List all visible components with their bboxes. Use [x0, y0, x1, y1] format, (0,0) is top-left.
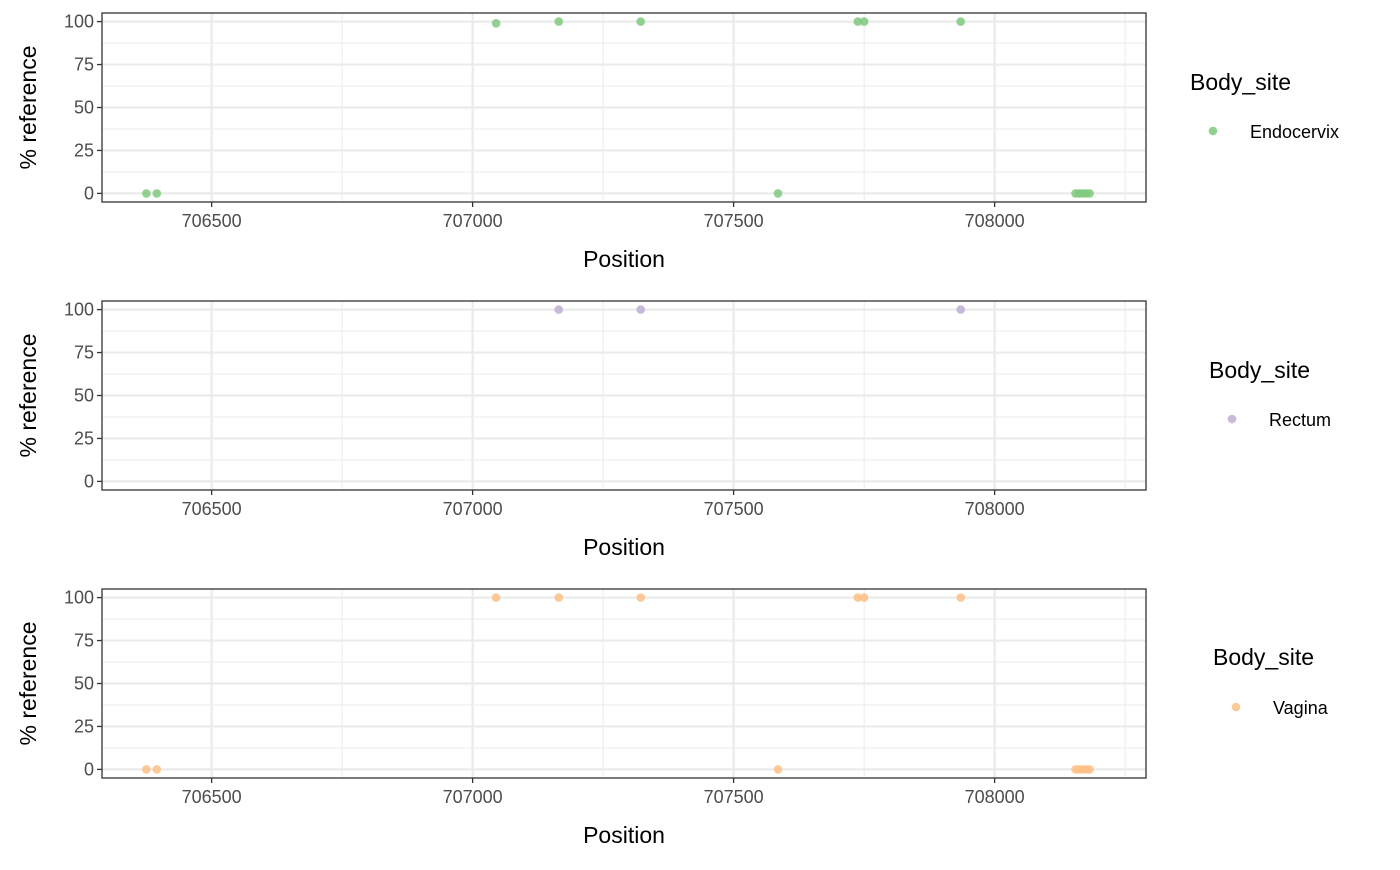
x-tick-label: 706500: [182, 787, 242, 807]
x-axis-title: Position: [583, 822, 665, 848]
panel-1: 706500 707000 707500 708000 0 25 50 75 100 Positi…: [15, 12, 1339, 272]
x-tick-label: 706500: [182, 211, 242, 231]
y-axis-title: % reference: [15, 333, 41, 457]
data-point-endocervix: [636, 17, 646, 26]
y-tick-label: 50: [74, 674, 94, 694]
x-tick-label: 708000: [965, 211, 1025, 231]
x-tick-label: 707000: [443, 787, 503, 807]
data-point-endocervix: [491, 19, 501, 28]
x-tick-label: 708000: [965, 787, 1025, 807]
data-point-vagina: [636, 593, 646, 602]
y-tick-label: 75: [74, 55, 94, 75]
data-point-vagina: [859, 593, 869, 602]
y-tick-label: 25: [74, 428, 94, 448]
y-tick-label: 0: [84, 759, 94, 779]
data-point-vagina: [554, 593, 564, 602]
x-tick-label: 707500: [704, 211, 764, 231]
x-tick-label: 707000: [443, 499, 503, 519]
x-tick-label: 707500: [704, 787, 764, 807]
data-point-endocervix: [773, 189, 783, 198]
data-point-vagina: [956, 593, 965, 602]
x-tick-label: 707000: [443, 211, 503, 231]
y-tick-label: 75: [74, 631, 94, 651]
legend-key-vagina: [1231, 702, 1241, 712]
data-point-rectum: [554, 305, 564, 314]
y-tick-label: 0: [84, 183, 94, 203]
legend-key-endocervix: [1208, 126, 1218, 136]
data-point-endocervix: [152, 189, 162, 198]
data-point-vagina: [773, 765, 783, 774]
x-axis-title: Position: [583, 534, 665, 560]
data-point-vagina: [1085, 765, 1094, 774]
x-axis-title: Position: [583, 246, 665, 272]
data-point-endocervix: [1085, 189, 1094, 198]
y-tick-label: 50: [74, 386, 94, 406]
data-point-vagina: [152, 765, 162, 774]
legend-label-rectum: Rectum: [1269, 410, 1331, 430]
legend-title: Body_site: [1213, 644, 1314, 670]
data-point-vagina: [853, 593, 863, 602]
y-tick-label: 100: [64, 12, 94, 32]
data-point-endocervix: [554, 17, 564, 26]
panel-3: 706500 707000 707500 708000 0 25 50 75 100 Positi…: [15, 588, 1329, 848]
y-tick-label: 25: [74, 716, 94, 736]
data-point-endocervix: [853, 17, 863, 26]
data-point-endocervix: [859, 17, 869, 26]
legend-title: Body_site: [1209, 357, 1310, 383]
y-tick-label: 50: [74, 98, 94, 118]
legend-key-rectum: [1227, 414, 1237, 424]
x-tick-label: 706500: [182, 499, 242, 519]
legend-label-endocervix: Endocervix: [1250, 122, 1339, 142]
data-point-endocervix: [956, 17, 965, 26]
y-tick-label: 0: [84, 471, 94, 491]
y-tick-label: 100: [64, 588, 94, 608]
y-axis-title: % reference: [15, 621, 41, 745]
data-point-rectum: [956, 305, 965, 314]
y-axis-title: % reference: [15, 45, 41, 169]
legend-title: Body_site: [1190, 69, 1291, 95]
panel-2: 706500 707000 707500 708000 0 25 50 75 100 Positi…: [15, 300, 1331, 560]
y-tick-label: 75: [74, 343, 94, 363]
y-tick-label: 25: [74, 140, 94, 160]
data-point-rectum: [636, 305, 646, 314]
data-point-vagina: [142, 765, 151, 774]
legend-label-vagina: Vagina: [1273, 698, 1329, 718]
y-tick-label: 100: [64, 300, 94, 320]
data-point-endocervix: [142, 189, 151, 198]
x-tick-label: 708000: [965, 499, 1025, 519]
data-point-vagina: [491, 593, 501, 602]
x-tick-label: 707500: [704, 499, 764, 519]
